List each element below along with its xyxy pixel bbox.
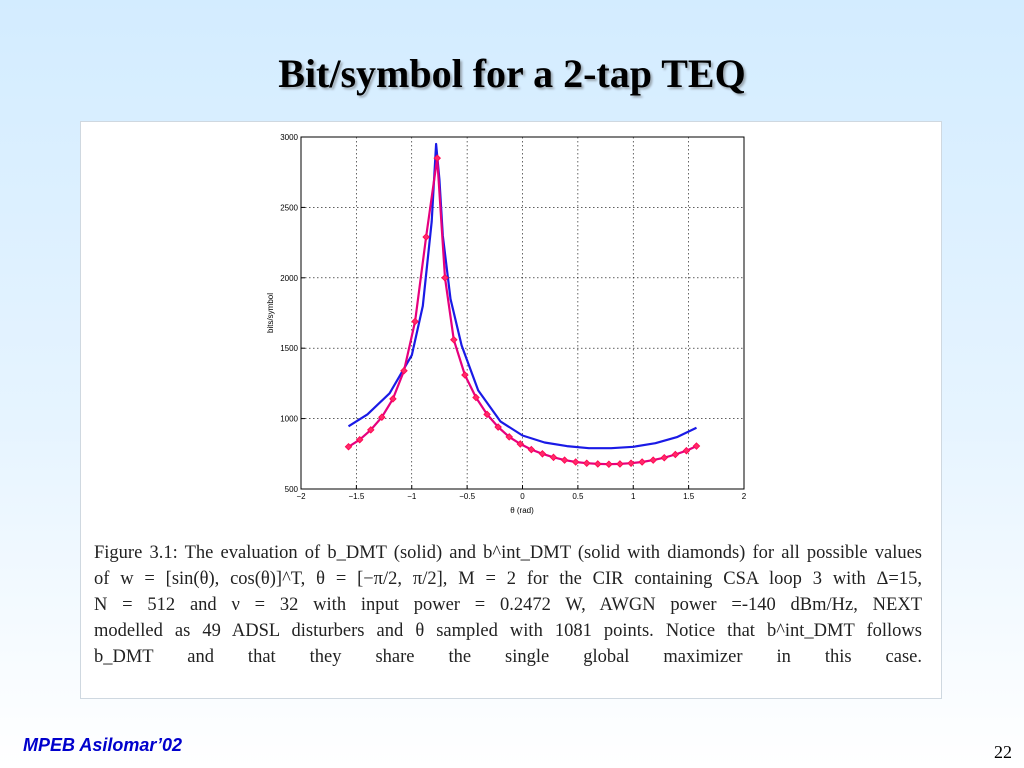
diamond-marker — [505, 433, 513, 441]
y-axis-label: bits/symbol — [266, 293, 275, 333]
y-tick-label: 1500 — [280, 344, 298, 353]
diamond-marker — [660, 453, 669, 462]
caption-line: Figure 3.1: The evaluation of b_DMT (sol… — [94, 543, 922, 563]
y-tick-label: 500 — [285, 485, 299, 494]
diamond-marker — [378, 413, 386, 421]
series-line-0 — [347, 142, 697, 450]
diamond-marker — [441, 274, 449, 282]
diamond-marker — [516, 440, 525, 448]
diamond-marker — [450, 335, 458, 344]
diamond-marker — [649, 456, 657, 464]
diamond-marker — [389, 395, 397, 403]
x-tick-label: −1 — [407, 492, 417, 501]
x-tick-label: 1.5 — [683, 492, 695, 501]
diamond-marker — [638, 458, 646, 466]
page-number: 22 — [994, 742, 1012, 762]
diamond-marker — [461, 371, 469, 379]
grid — [301, 137, 744, 489]
x-tick-label: −2 — [296, 492, 306, 501]
diamond-marker — [605, 460, 613, 468]
diamond-marker — [344, 442, 353, 451]
ticks: −2 −1.5 −1 −0.5 0 0.5 1 1.5 25001000150020002500… — [280, 133, 747, 501]
diamond-marker — [692, 442, 701, 450]
x-tick-label: −0.5 — [459, 492, 475, 501]
x-tick-label: 1 — [631, 492, 636, 501]
caption-line: N = 512 and ν = 32 with input power = 0.… — [94, 595, 922, 615]
diamond-marker — [367, 426, 375, 434]
diamond-marker — [560, 456, 569, 464]
diamond-marker — [594, 460, 602, 468]
footer-label: MPEB Asilomar’02 — [23, 735, 183, 755]
x-tick-label: 0 — [520, 492, 525, 501]
slide-title: Bit/symbol for a 2-tap TEQ — [278, 51, 746, 96]
y-tick-label: 2000 — [280, 274, 298, 283]
diamond-marker — [582, 459, 591, 467]
x-tick-label: −1.5 — [348, 492, 364, 501]
y-tick-label: 1000 — [280, 415, 298, 424]
diamond-marker — [527, 445, 536, 454]
diamond-marker — [400, 366, 408, 375]
caption-line: modelled as 49 ADSL disturbers and θ sam… — [94, 621, 922, 641]
series-layer — [344, 142, 701, 468]
caption-line: b_DMT and that they share the single glo… — [94, 647, 922, 667]
diamond-marker — [494, 423, 502, 431]
diamond-marker — [422, 233, 430, 241]
y-tick-label: 2500 — [280, 203, 298, 212]
diamond-marker — [671, 450, 680, 459]
x-tick-label: 2 — [742, 492, 747, 501]
diamond-marker — [483, 410, 491, 419]
diamond-marker — [472, 393, 480, 402]
x-axis-label: θ (rad) — [510, 506, 534, 515]
diamond-marker — [433, 154, 441, 162]
chart: −2 −1.5 −1 −0.5 0 0.5 1 1.5 25001000150020002500… — [266, 133, 747, 515]
x-tick-label: 0.5 — [572, 492, 584, 501]
diamond-marker — [549, 453, 558, 462]
diamond-marker — [571, 458, 580, 466]
figure-caption: Figure 3.1: The evaluation of b_DMT (sol… — [94, 540, 922, 670]
y-tick-label: 3000 — [280, 133, 298, 142]
diamond-marker — [682, 446, 691, 455]
diamond-marker — [411, 317, 419, 326]
caption-line: of w = [sin(θ), cos(θ)]^T, θ = [−π/2, π/… — [94, 569, 922, 589]
diamond-marker — [627, 459, 635, 467]
figure-panel: −2 −1.5 −1 −0.5 0 0.5 1 1.5 2 500 1000 1500 2000 2500… — [80, 121, 942, 699]
diamond-marker — [538, 450, 547, 458]
diamond-marker — [355, 435, 364, 444]
diamond-marker — [616, 460, 624, 468]
